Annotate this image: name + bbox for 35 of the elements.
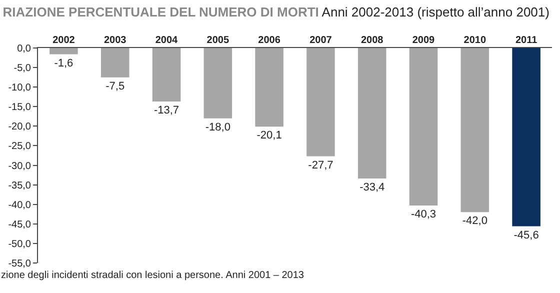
y-tick-label: -35,0: [8, 180, 32, 192]
data-label: -27,7: [308, 159, 334, 172]
y-tick-label: -50,0: [8, 238, 32, 250]
y-tick-label: -30,0: [8, 160, 32, 172]
data-label: -18,0: [205, 121, 230, 134]
text: zione degli incidenti stradali con lesioni a persone. Anni 2001 – 2013: [1, 270, 304, 281]
data-label: -20,1: [256, 130, 282, 142]
y-tick-label: -5,0: [14, 63, 32, 74]
x-tick-label: 2007: [310, 35, 332, 46]
x-tick-label: 2004: [155, 35, 178, 46]
x-tick-label: 2011: [515, 35, 538, 46]
x-tick-label: 2009: [412, 35, 436, 46]
y-tick-label: -45,0: [8, 219, 32, 230]
y-tick-label: -20,0: [8, 122, 32, 133]
x-tick-label: 2003: [104, 35, 127, 46]
x-tick-label: 2002: [52, 35, 76, 46]
data-label: -13,7: [154, 104, 180, 117]
x-tick-label: 2006: [258, 35, 281, 46]
x-tick-label: 2010: [464, 35, 486, 46]
x-tick-label: 2008: [360, 35, 384, 46]
y-tick-label: -40,0: [8, 200, 32, 211]
data-label: -42,0: [462, 215, 488, 228]
y-tick-label: -10,0: [8, 82, 32, 94]
x-tick-label: 2005: [206, 35, 230, 46]
data-label: -33,4: [360, 182, 385, 194]
data-label: -1,6: [54, 57, 74, 70]
y-tick-label: 0,0: [17, 44, 32, 54]
y-tick-label: -25,0: [8, 141, 32, 152]
data-label: -7,5: [106, 80, 125, 92]
chart-title: RIAZIONE PERCENTUALE DEL NUMERO DI MORTI: [2, 4, 319, 20]
y-tick-label: -55,0: [8, 258, 32, 270]
y-tick-label: -15,0: [8, 102, 32, 114]
chart-subtitle: Anni 2002-2013 (rispetto all’anno 2001): [322, 4, 550, 20]
data-label: -45,6: [514, 229, 539, 242]
data-label: -40,3: [410, 208, 436, 221]
